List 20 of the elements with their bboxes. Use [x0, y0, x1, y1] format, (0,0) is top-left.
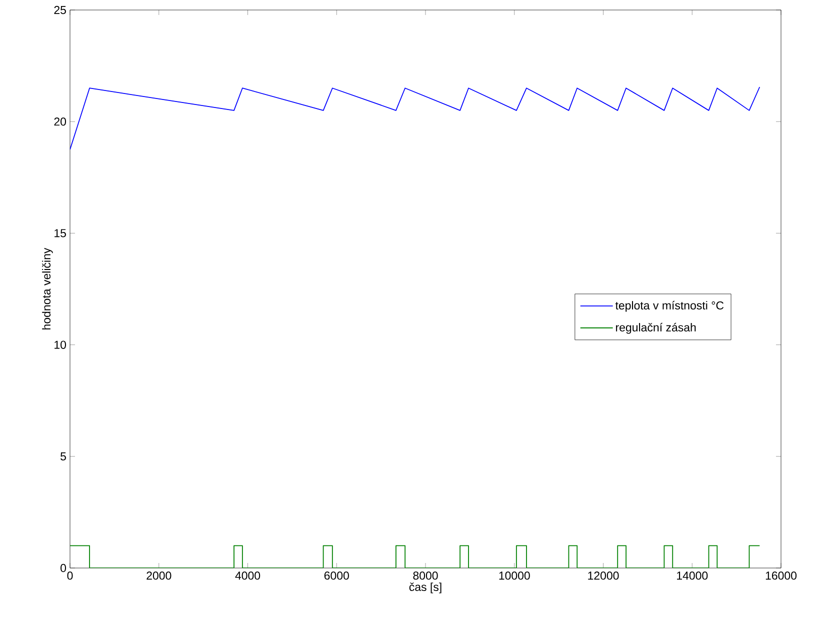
legend-label: regulační zásah [616, 322, 696, 334]
x-tick-label: 6000 [324, 572, 349, 580]
y-axis-title: hodnota veličiny [42, 248, 53, 330]
x-tick-label: 0 [67, 572, 73, 580]
x-tick-label: 4000 [235, 572, 260, 580]
y-tick-label: 15 [54, 229, 66, 238]
x-tick-label: 14000 [677, 572, 708, 580]
y-tick-label: 0 [60, 564, 66, 572]
x-axis-title: čas [s] [409, 582, 442, 594]
x-tick-label: 8000 [413, 572, 438, 580]
x-tick-label: 10000 [499, 572, 530, 580]
y-tick-label: 5 [60, 452, 66, 460]
x-tick-label: 12000 [588, 572, 619, 580]
x-tick-label: 16000 [766, 572, 797, 580]
y-tick-label: 10 [54, 340, 66, 349]
y-tick-label: 25 [54, 6, 66, 14]
legend-label: teplota v místnosti °C [615, 300, 724, 312]
x-tick-label: 2000 [146, 572, 172, 580]
line-series [70, 86, 760, 150]
y-tick-label: 20 [54, 118, 66, 126]
